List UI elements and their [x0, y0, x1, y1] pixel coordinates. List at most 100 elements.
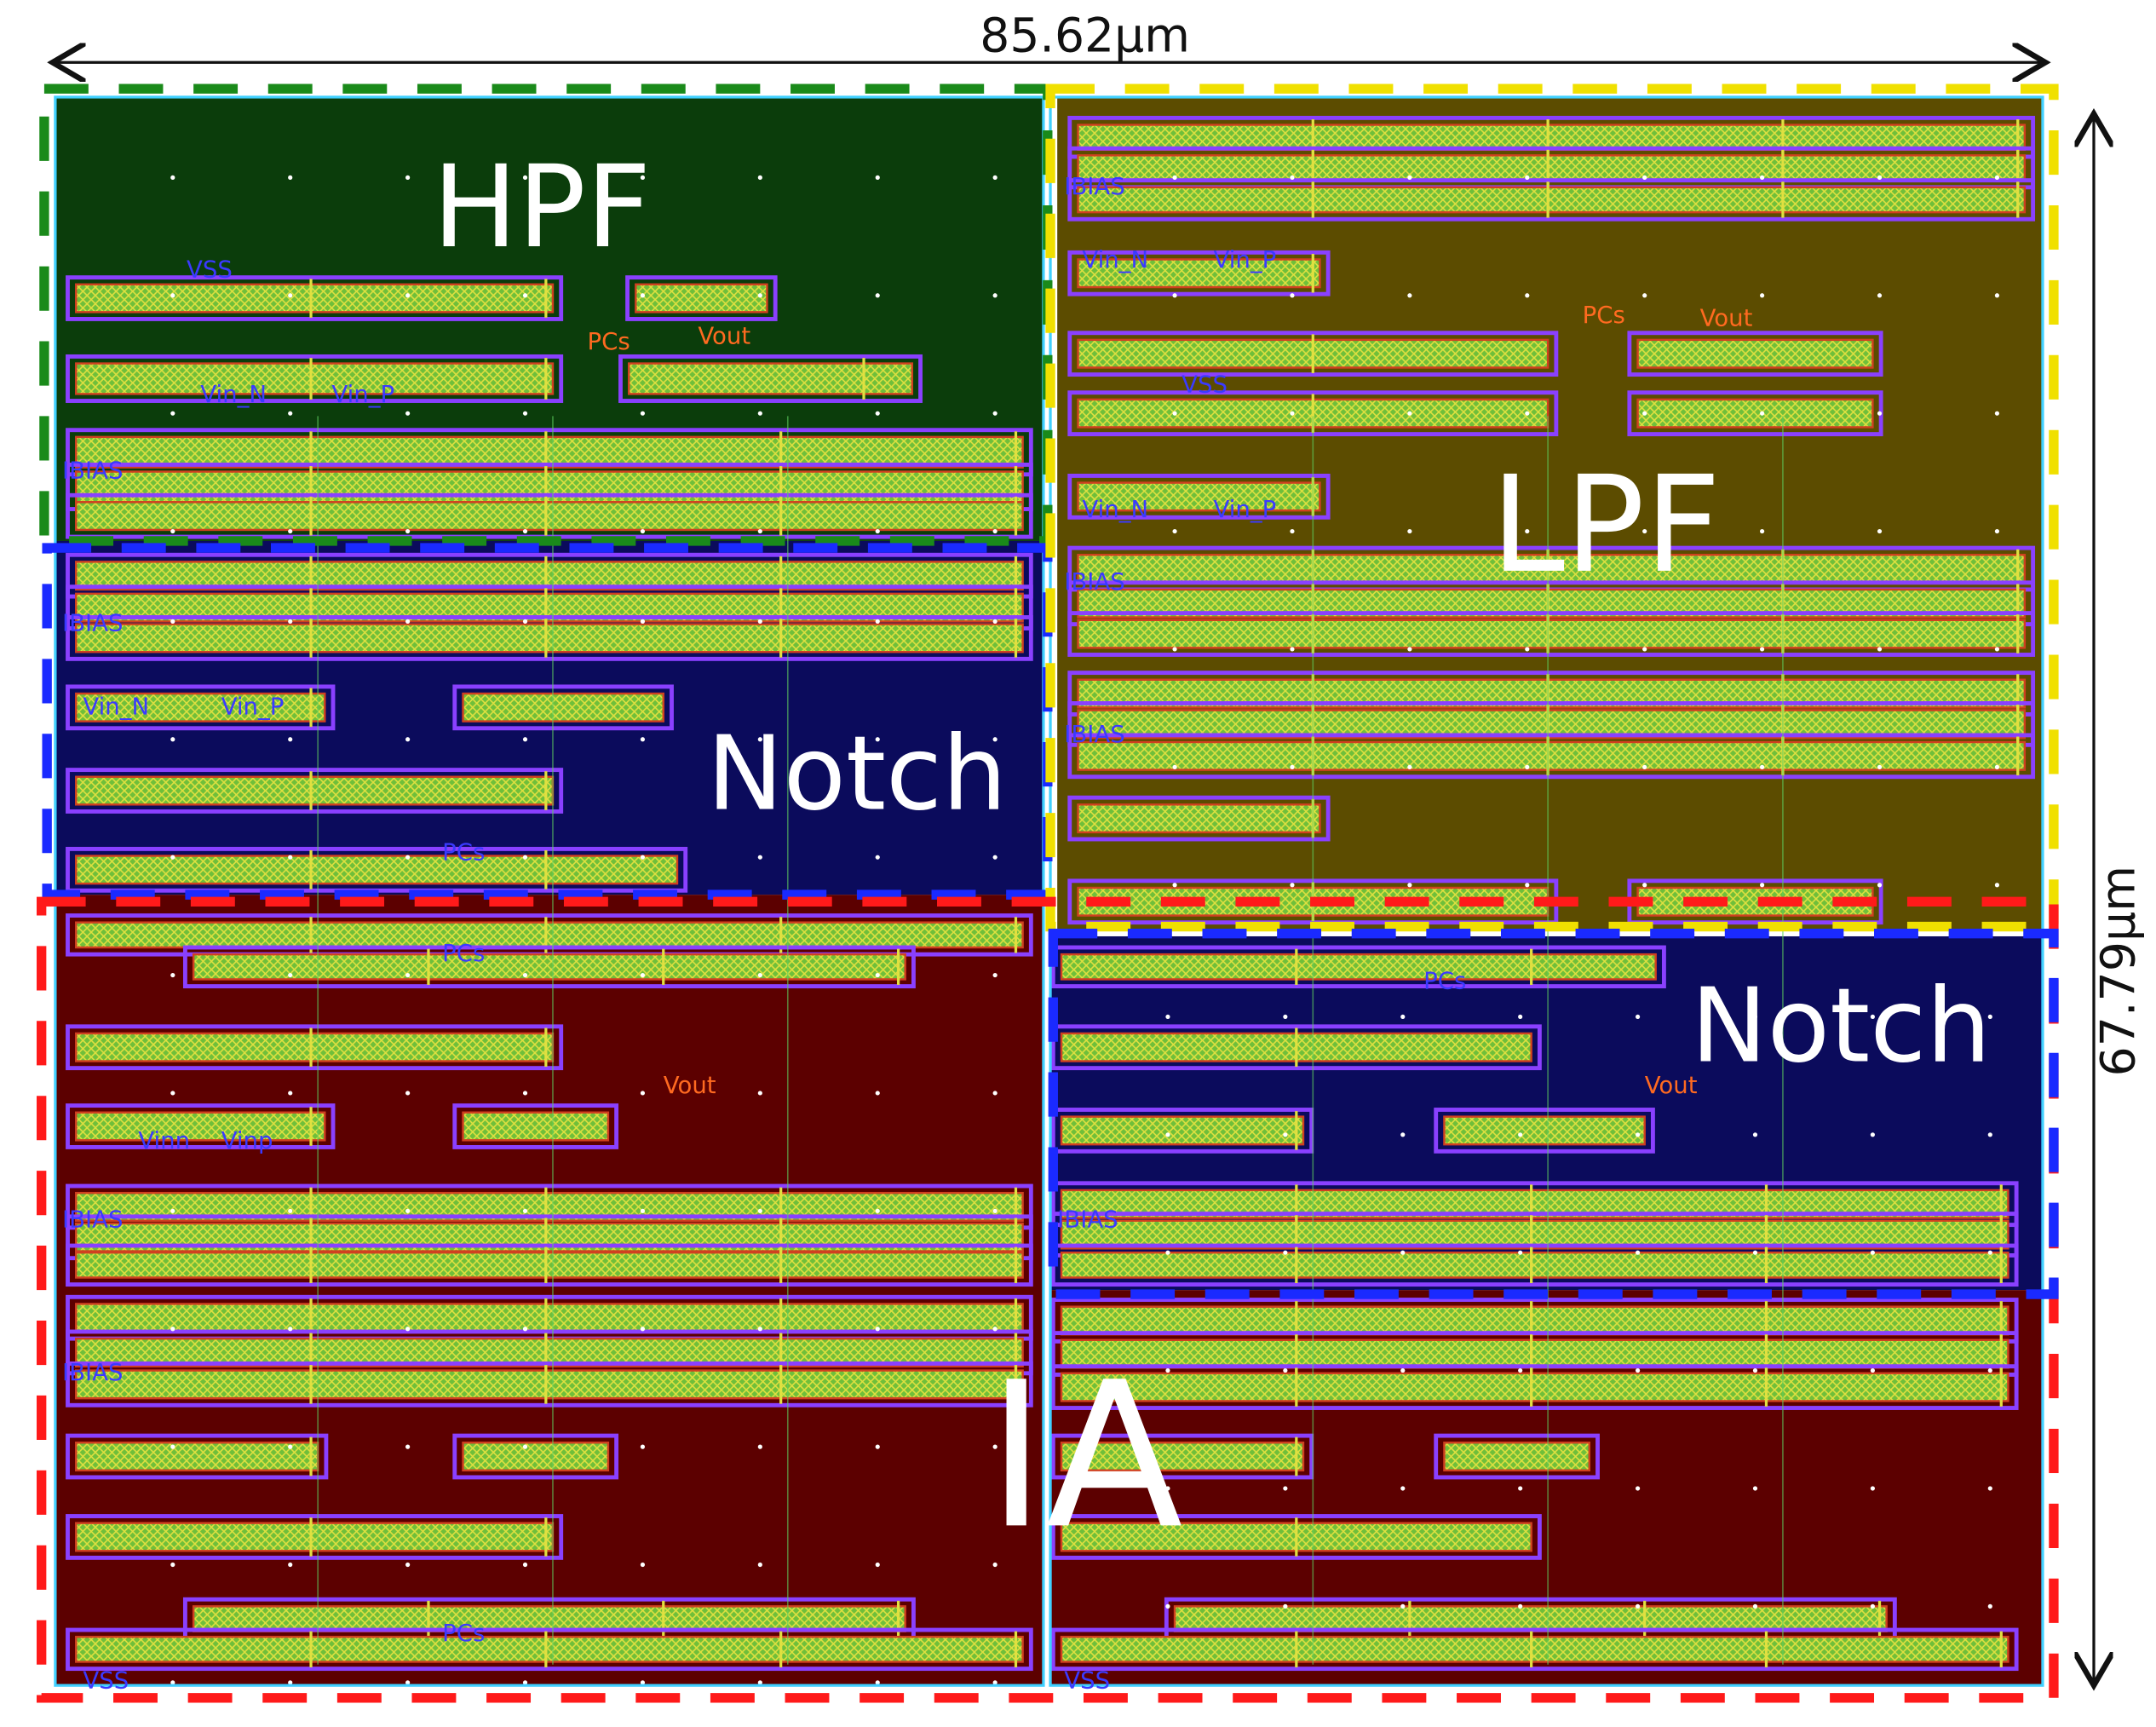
via-dot	[992, 528, 998, 534]
transistor-strip	[75, 283, 555, 314]
via-dot	[992, 1091, 998, 1096]
ia-border	[36, 896, 2059, 1703]
via-dot	[1760, 883, 1765, 888]
strip-outline	[66, 1514, 564, 1560]
transistor-strip	[75, 775, 555, 806]
transistor-strip	[1060, 1635, 2009, 1663]
via-dot	[1987, 1132, 1992, 1137]
transistor-strip	[1077, 186, 2027, 214]
block-label: IA	[986, 1338, 1182, 1573]
lpf-region	[1057, 96, 2043, 930]
via-dot	[170, 175, 175, 181]
transistor-strip	[1077, 481, 1321, 512]
via-dot	[288, 175, 293, 181]
via-dot	[288, 972, 293, 978]
strip-outline	[452, 684, 674, 731]
transistor-strip	[75, 1635, 1024, 1663]
strip-outline	[66, 354, 564, 403]
net-label: VSS	[83, 1666, 129, 1694]
net-label: Vout	[1700, 303, 1753, 331]
net-label: Vout	[698, 322, 750, 350]
via-dot	[522, 1327, 528, 1332]
via-dot	[992, 175, 998, 181]
net-label: Vout	[664, 1071, 716, 1099]
via-dot	[288, 528, 293, 534]
transistor-strip	[1060, 1115, 1305, 1146]
via-dot	[992, 1444, 998, 1449]
strip-outline	[1067, 178, 2036, 222]
strip-outline	[1050, 1024, 1542, 1071]
via-dot	[640, 1208, 646, 1213]
via-dot	[757, 855, 762, 860]
via-dot	[1518, 1132, 1523, 1137]
via-dot	[405, 972, 411, 978]
via-dot	[875, 619, 880, 624]
net-label: PCs	[588, 327, 630, 355]
via-dot	[1525, 293, 1530, 298]
via-dot	[757, 1091, 762, 1096]
via-dot	[405, 1562, 411, 1568]
strip-outline	[1050, 945, 1666, 989]
via-dot	[522, 1680, 528, 1685]
via-dot	[1635, 1603, 1641, 1609]
net-label: IBIAS	[62, 1206, 124, 1234]
via-dot	[1165, 1250, 1170, 1255]
via-dot	[1760, 764, 1765, 769]
via-dot	[405, 528, 411, 534]
via-dot	[875, 293, 880, 298]
via-dot	[1760, 175, 1765, 181]
strip-outline	[1050, 1433, 1314, 1480]
strip-outline	[1067, 611, 2036, 657]
via-dot	[170, 855, 175, 860]
strip-outline	[1434, 1433, 1600, 1480]
net-label: VSS	[187, 255, 233, 283]
via-dot	[1870, 1603, 1875, 1609]
via-dot	[1165, 1014, 1170, 1020]
transistor-strip	[1636, 398, 1874, 429]
net-label: PCs	[1583, 301, 1625, 329]
via-dot	[170, 737, 175, 742]
via-dot	[992, 737, 998, 742]
via-dot	[1642, 528, 1647, 534]
via-dot	[1642, 175, 1647, 181]
via-dot	[992, 411, 998, 416]
via-dot	[170, 411, 175, 416]
via-dot	[875, 1562, 880, 1568]
via-dot	[170, 1562, 175, 1568]
via-dot	[1290, 293, 1295, 298]
via-dot	[1635, 1250, 1641, 1255]
via-dot	[1752, 1250, 1758, 1255]
via-dot	[1642, 647, 1647, 652]
via-dot	[1635, 1014, 1641, 1020]
transistor-strip	[1443, 1442, 1591, 1472]
via-dot	[170, 528, 175, 534]
transistor-strip	[75, 435, 1024, 469]
via-dot	[1518, 1367, 1523, 1373]
via-dot	[288, 619, 293, 624]
via-dot	[170, 1327, 175, 1332]
net-label: PCs	[442, 939, 485, 967]
via-dot	[875, 972, 880, 978]
transistor-strip	[1077, 258, 1321, 289]
transistor-strip	[1077, 154, 2027, 181]
strip-outline	[66, 1361, 1033, 1408]
via-dot	[1994, 293, 2000, 298]
via-dot	[1165, 1603, 1170, 1609]
strip-outline	[1434, 1108, 1655, 1154]
via-dot	[1987, 1603, 1992, 1609]
via-dot	[1635, 1132, 1641, 1137]
net-label: IBIAS	[1064, 720, 1125, 748]
via-dot	[757, 175, 762, 181]
lpf-border	[1045, 83, 2059, 932]
via-dot	[1525, 528, 1530, 534]
via-dot	[1172, 647, 1177, 652]
transistor-strip	[75, 692, 326, 722]
transistor-strip	[1060, 953, 1657, 981]
via-dot	[288, 1091, 293, 1096]
strip-outline	[66, 275, 564, 321]
via-dot	[405, 1208, 411, 1213]
net-label: Vin_P	[1213, 495, 1276, 523]
transistor-strip	[1077, 740, 2027, 771]
via-dot	[1290, 883, 1295, 888]
height-label: 67.79μm	[2092, 866, 2147, 1077]
